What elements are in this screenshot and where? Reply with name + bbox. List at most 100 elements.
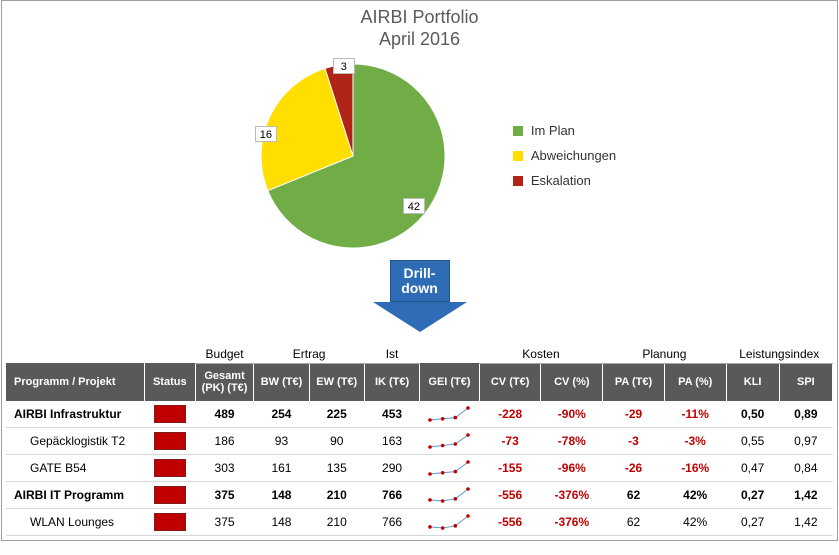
chart-row: 42163 Im PlanAbweichungenEskalation — [6, 56, 833, 256]
status-indicator — [154, 432, 186, 450]
table-column-label: SPI — [779, 363, 832, 401]
row-name: AIRBI Infrastruktur — [6, 401, 144, 428]
pie-data-label: 42 — [403, 198, 425, 214]
legend-label: Abweichungen — [531, 148, 616, 163]
legend-label: Im Plan — [531, 123, 575, 138]
table-row: WLAN Lounges 375148210766 -556-376%6242%0,… — [6, 508, 833, 535]
cell-bw: 254 — [254, 401, 309, 428]
page-subtitle: April 2016 — [6, 29, 833, 50]
cell-cvp: -96% — [541, 454, 603, 481]
legend-swatch — [513, 151, 523, 161]
cell-ik: 766 — [364, 481, 419, 508]
cell-bw: 148 — [254, 508, 309, 535]
pie-chart: 42163 — [223, 56, 483, 256]
row-name: AIRBI IT Programm — [6, 481, 144, 508]
cell-cvp: -376% — [541, 481, 603, 508]
report-frame: AIRBI Portfolio April 2016 42163 Im Plan… — [1, 0, 838, 541]
cell-status — [144, 401, 195, 428]
cell-pate: -3 — [603, 427, 665, 454]
table-group-label: Ertrag — [254, 345, 365, 364]
legend-label: Eskalation — [531, 173, 591, 188]
cell-status — [144, 427, 195, 454]
table-group-label: Leistungsindex — [726, 345, 832, 364]
cell-pate: -26 — [603, 454, 665, 481]
table-column-label: PA (%) — [664, 363, 726, 401]
cell-ik: 163 — [364, 427, 419, 454]
cell-gesamt: 186 — [195, 427, 254, 454]
status-indicator — [154, 405, 186, 423]
cell-ew: 225 — [309, 401, 364, 428]
table-row: GATE B54303161135290-155-96%-26-16%0,470… — [6, 454, 833, 481]
table-group-gap — [6, 345, 144, 364]
cell-status — [144, 508, 195, 535]
status-indicator — [154, 486, 186, 504]
cell-pate: -29 — [603, 401, 665, 428]
table-column-label: GEI (T€) — [420, 363, 480, 401]
cell-cvte: -556 — [479, 508, 541, 535]
legend-swatch — [513, 176, 523, 186]
cell-kli: 0,27 — [726, 508, 779, 535]
cell-cvp: -90% — [541, 401, 603, 428]
cell-ew: 210 — [309, 508, 364, 535]
table-group-label: Budget — [195, 345, 254, 364]
cell-cvte: -228 — [479, 401, 541, 428]
status-indicator — [154, 459, 186, 477]
cell-pap: 42% — [664, 508, 726, 535]
cell-kli: 0,27 — [726, 481, 779, 508]
cell-sparkline — [420, 454, 480, 481]
cell-pate: 62 — [603, 508, 665, 535]
table-column-label: BW (T€) — [254, 363, 309, 401]
cell-pap: -16% — [664, 454, 726, 481]
cell-ew: 90 — [309, 427, 364, 454]
table-row: Gepäcklogistik T21869390163-73-78%-3-3%0… — [6, 427, 833, 454]
cell-sparkline — [420, 508, 480, 535]
cell-cvte: -73 — [479, 427, 541, 454]
legend-item: Im Plan — [513, 123, 616, 138]
cell-spi: 0,89 — [779, 401, 832, 428]
table-column-header: Programm / ProjektStatusGesamt (PK) (T€)… — [6, 363, 833, 401]
cell-gesamt: 375 — [195, 508, 254, 535]
table-group-label: Planung — [603, 345, 726, 364]
table-group-header: BudgetErtragIstKostenPlanungLeistungsind… — [6, 345, 833, 364]
cell-bw: 148 — [254, 481, 309, 508]
cell-pap: -11% — [664, 401, 726, 428]
table-column-label: Gesamt (PK) (T€) — [195, 363, 254, 401]
table-column-label: CV (%) — [541, 363, 603, 401]
cell-status — [144, 481, 195, 508]
cell-gesamt: 303 — [195, 454, 254, 481]
table-column-label: EW (T€) — [309, 363, 364, 401]
cell-ik: 290 — [364, 454, 419, 481]
cell-bw: 93 — [254, 427, 309, 454]
table-column-label: IK (T€) — [364, 363, 419, 401]
table-column-label: KLI — [726, 363, 779, 401]
cell-ew: 135 — [309, 454, 364, 481]
table-group-label: Ist — [364, 345, 419, 364]
cell-cvte: -556 — [479, 481, 541, 508]
cell-spi: 1,42 — [779, 481, 832, 508]
pie-legend: Im Plan Abweichungen Eskalation — [513, 113, 616, 198]
table-column-label: Status — [144, 363, 195, 401]
cell-kli: 0,47 — [726, 454, 779, 481]
cell-bw: 161 — [254, 454, 309, 481]
portfolio-table: BudgetErtragIstKostenPlanungLeistungsind… — [6, 345, 833, 536]
cell-cvp: -376% — [541, 508, 603, 535]
table-column-label: Programm / Projekt — [6, 363, 144, 401]
cell-spi: 0,97 — [779, 427, 832, 454]
legend-swatch — [513, 126, 523, 136]
table-column-label: PA (T€) — [603, 363, 665, 401]
row-name: Gepäcklogistik T2 — [6, 427, 144, 454]
cell-pap: 42% — [664, 481, 726, 508]
legend-item: Abweichungen — [513, 148, 616, 163]
cell-cvp: -78% — [541, 427, 603, 454]
drilldown-arrow: Drill-down — [6, 260, 833, 335]
table-group-gap — [420, 345, 480, 364]
table-row: AIRBI IT Programm375148210766-556-376%62… — [6, 481, 833, 508]
pie-data-label: 16 — [255, 126, 277, 142]
cell-ew: 210 — [309, 481, 364, 508]
cell-sparkline — [420, 481, 480, 508]
cell-ik: 766 — [364, 508, 419, 535]
row-name: WLAN Lounges — [6, 508, 144, 535]
status-indicator — [154, 513, 186, 531]
cell-cvte: -155 — [479, 454, 541, 481]
cell-sparkline — [420, 427, 480, 454]
